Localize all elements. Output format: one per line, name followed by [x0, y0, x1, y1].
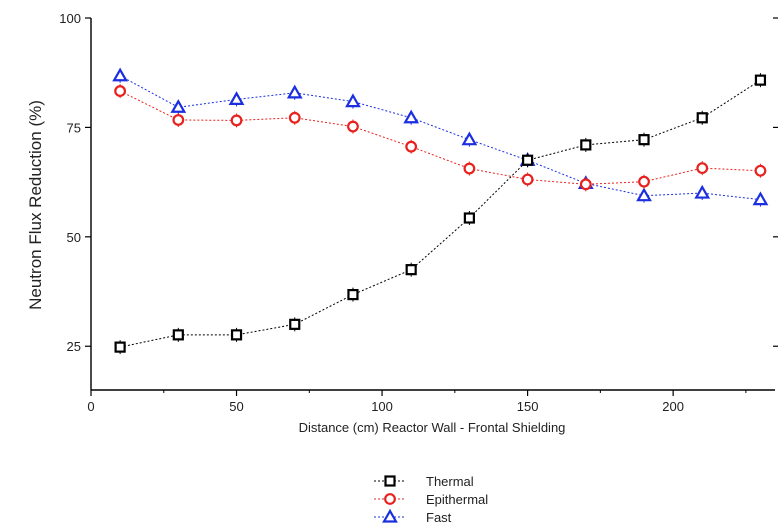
- x-tick-label: 100: [371, 399, 393, 414]
- legend-marker-fast: [382, 508, 398, 523]
- thermal-data-point: [114, 341, 126, 353]
- series-layer: [112, 67, 769, 355]
- fast-data-point: [752, 191, 769, 206]
- y-axis-label: Neutron Flux Reduction (%): [26, 100, 45, 310]
- legend-item-epithermal: Epithermal: [374, 492, 488, 507]
- thermal-series-line: [120, 79, 761, 348]
- series-epithermal: [114, 84, 767, 192]
- fast-data-point: [694, 184, 711, 199]
- fast-data-point: [345, 93, 361, 108]
- thermal-data-point: [172, 329, 184, 341]
- legend: Thermal Epithermal Fast: [374, 474, 488, 525]
- x-tick-label: 50: [229, 399, 243, 414]
- series-thermal: [114, 73, 767, 355]
- legend-item-thermal: Thermal: [374, 474, 474, 489]
- fast-data-point: [461, 131, 478, 146]
- epithermal-data-point: [463, 162, 476, 175]
- fast-data-point: [403, 109, 420, 124]
- thermal-data-point: [347, 288, 359, 301]
- axes: 0 50 100 150 200 25 50 75 100: [59, 11, 778, 414]
- x-tick-label: 0: [87, 399, 94, 414]
- legend-marker-thermal: [384, 475, 396, 487]
- fast-data-point: [286, 84, 303, 99]
- y-tick-label: 50: [67, 230, 81, 245]
- epithermal-data-point: [696, 162, 709, 175]
- epithermal-data-point: [754, 164, 767, 177]
- x-tick-label: 200: [662, 399, 684, 414]
- epithermal-data-point: [114, 85, 127, 97]
- epithermal-series-line: [119, 90, 761, 185]
- fast-data-point: [228, 91, 245, 106]
- thermal-data-point: [289, 318, 301, 330]
- legend-marker-epithermal: [384, 493, 396, 505]
- thermal-data-point: [696, 112, 708, 124]
- epithermal-data-point: [521, 173, 534, 186]
- fast-data-point: [112, 67, 129, 82]
- fast-series-line: [119, 75, 761, 201]
- thermal-data-point: [521, 154, 534, 166]
- epithermal-data-point: [288, 111, 301, 124]
- epithermal-data-point: [172, 114, 185, 126]
- thermal-data-point: [754, 74, 767, 86]
- y-tick-label: 100: [59, 11, 81, 26]
- thermal-data-point: [463, 212, 475, 224]
- thermal-data-point: [230, 329, 243, 341]
- epithermal-data-point: [638, 175, 650, 188]
- x-tick-label: 150: [517, 399, 539, 414]
- fast-data-point: [636, 187, 652, 202]
- legend-label-epithermal: Epithermal: [426, 492, 488, 507]
- y-tick-label: 25: [67, 339, 81, 354]
- epithermal-data-point: [579, 178, 592, 191]
- thermal-data-point: [405, 264, 417, 276]
- epithermal-data-point: [347, 120, 359, 133]
- legend-label-thermal: Thermal: [426, 474, 474, 489]
- legend-item-fast: Fast: [374, 508, 452, 525]
- epithermal-data-point: [405, 140, 418, 153]
- thermal-data-point: [580, 139, 592, 151]
- epithermal-data-point: [230, 114, 243, 127]
- legend-label-fast: Fast: [426, 510, 452, 525]
- thermal-data-point: [638, 134, 650, 146]
- x-axis-label: Distance (cm) Reactor Wall - Frontal Shi…: [299, 420, 566, 435]
- series-fast: [112, 67, 769, 207]
- fast-data-point: [170, 99, 187, 113]
- y-tick-label: 75: [67, 120, 81, 135]
